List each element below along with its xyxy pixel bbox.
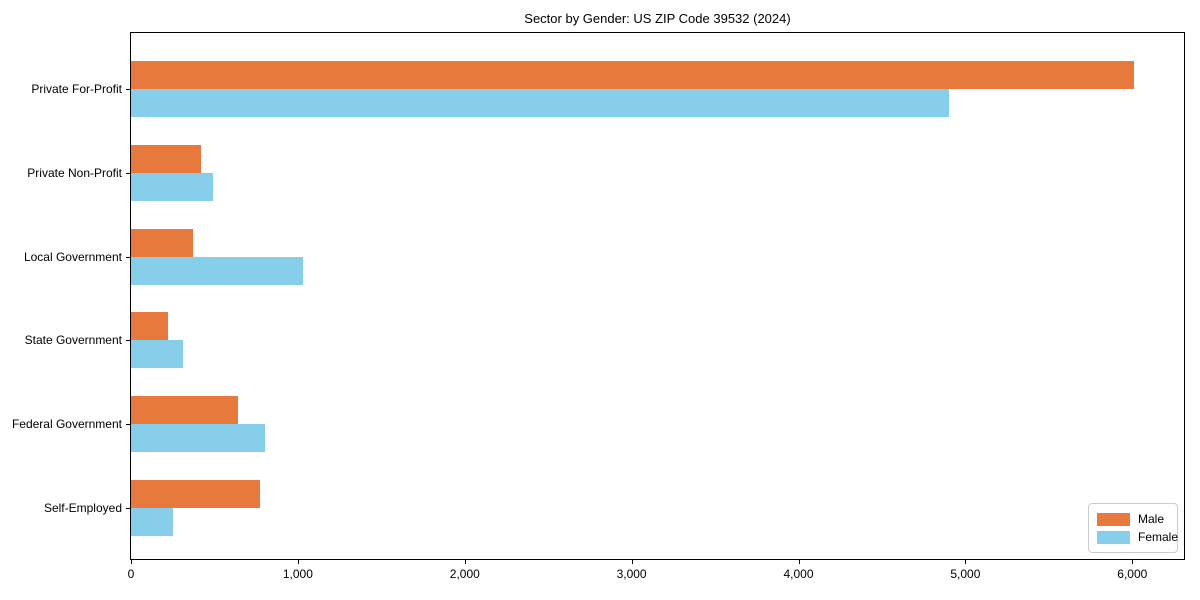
bar-female-series [131, 172, 213, 201]
y-axis-tick [126, 508, 130, 509]
y-axis-tick [126, 89, 130, 90]
y-axis-category-label: Federal Government [11, 417, 122, 432]
y-axis-tick [126, 172, 130, 174]
y-axis-category-label: Private For-Profit [31, 82, 122, 96]
y-axis-category-label: State Government [24, 333, 122, 348]
x-axis-tick [965, 560, 967, 564]
x-axis-tick [1132, 560, 1134, 564]
legend-item: Male [1097, 512, 1169, 526]
y-axis-tick [126, 340, 130, 342]
bar-female-series [131, 340, 183, 369]
x-axis-tick [798, 560, 800, 564]
legend-swatch-female [1097, 530, 1130, 544]
x-tick-label: 5,000 [950, 567, 981, 581]
y-axis-tick [126, 424, 130, 426]
x-tick-label: 2,000 [449, 567, 480, 581]
bar-male-series [131, 396, 238, 425]
bar-male-series [131, 61, 1134, 89]
x-axis-tick [297, 560, 299, 564]
x-tick-label: 4,000 [783, 567, 814, 581]
y-axis-category-label: Private Non-Profit [27, 165, 122, 180]
x-axis-tick [631, 560, 633, 564]
y-axis-category-label: Local Government [23, 249, 122, 264]
bar-male-series [131, 228, 193, 257]
chart-title: Sector by Gender: US ZIP Code 39532 (202… [524, 11, 791, 26]
x-tick-label: 1,000 [282, 567, 313, 581]
y-axis-category-label: Self-Employed [43, 501, 122, 515]
x-axis-tick [464, 560, 466, 564]
legend-label: Male [1138, 512, 1165, 526]
x-tick-label: 6,000 [1117, 567, 1148, 581]
x-tick-label: 0 [127, 567, 135, 581]
x-tick-label: 3,000 [616, 567, 647, 581]
bar-female-series [131, 424, 265, 453]
legend: Male Female [1088, 503, 1178, 553]
bar-male-series [131, 312, 168, 341]
bar-female-series [131, 89, 949, 117]
legend-swatch-male [1097, 512, 1130, 526]
bar-female-series [131, 256, 303, 285]
x-axis-tick [131, 560, 132, 564]
legend-label: Female [1138, 530, 1179, 544]
legend-item: Female [1097, 530, 1178, 544]
bar-female-series [131, 508, 173, 536]
bar-male-series [131, 480, 260, 508]
bar-male-series [131, 144, 202, 173]
y-axis-tick [126, 256, 130, 258]
plot-area [130, 32, 1185, 560]
